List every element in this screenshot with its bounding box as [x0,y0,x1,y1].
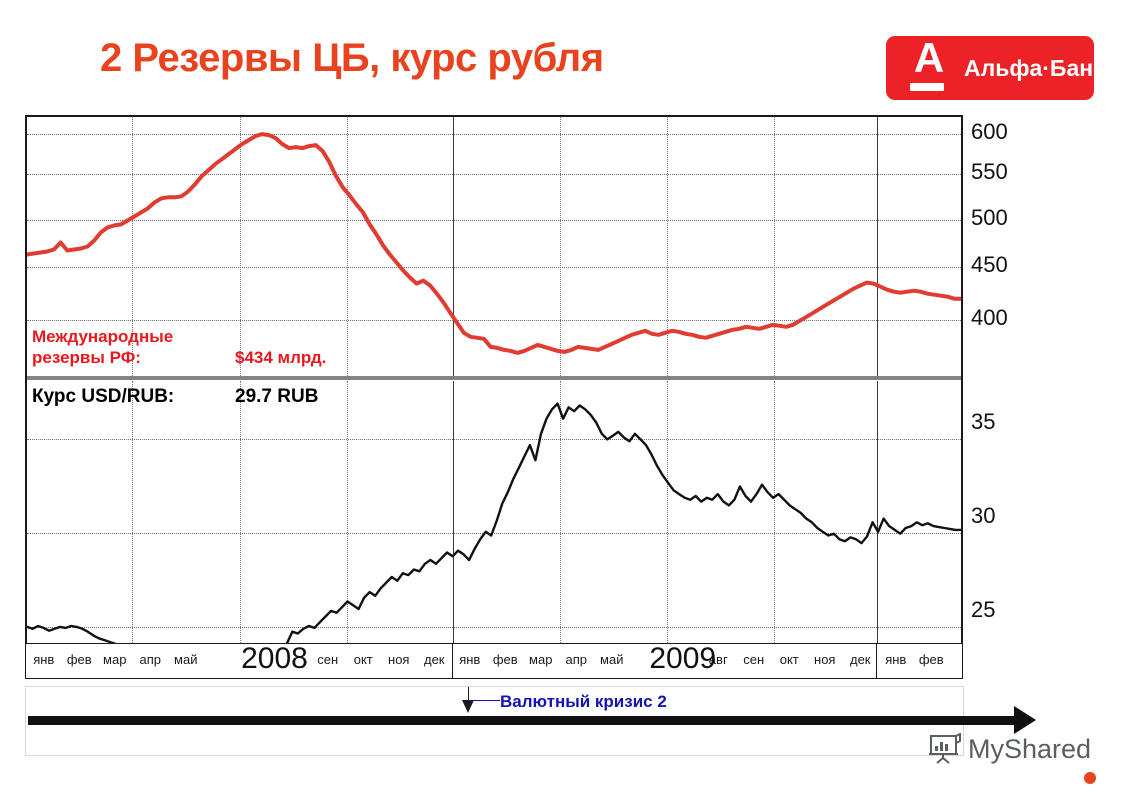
gridline-fx-2009-q2 [560,381,561,675]
year-label-2009: 2009 [649,642,717,675]
gridline-500 [27,220,961,221]
crisis-pointer-stem [468,686,469,702]
ytick-usdrub-30: 30 [971,503,996,528]
gridline-30 [27,533,961,534]
ytick-reserves-450: 450 [971,252,1008,277]
crisis-annotation-label: Валютный кризис 2 [500,692,667,711]
reserves-chart-panel [27,117,961,378]
timeline-arrow-head-icon [1014,706,1036,734]
reserves-callout-label-line2: резервы РФ: [32,348,141,367]
ytick-reserves-600: 600 [971,119,1008,144]
month-tick: дек [849,652,871,667]
year-separator-2010 [877,117,878,378]
usdrub-callout-label: Курс USD/RUB: [32,386,175,407]
usdrub-callout-value: 29.7 RUB [235,386,319,407]
chart-frame [25,115,963,675]
alfa-underline-bar [910,83,944,91]
year-separator-fx-2010 [877,381,878,675]
reserves-callout-label-line1: Международные [32,327,174,346]
reserves-series-line [27,132,961,355]
month-axis: янв фев мар апр май сен окт ноя дек янв фев мар апр м… [25,642,963,679]
year-label-2008: 2008 [241,642,308,675]
month-tick: фев [492,652,518,667]
gridline-600 [27,134,961,135]
axis-year-separator-2010 [876,644,877,678]
month-tick: май [600,652,624,667]
axis-year-separator-2009 [452,644,453,678]
month-tick: янв [459,652,481,667]
month-tick: апр [565,652,588,667]
page-title: 2 Резервы ЦБ, курс рубля [100,36,604,80]
usdrub-series-line [27,402,961,654]
presentation-board-icon [929,733,961,764]
month-tick: апр [139,652,162,667]
reserves-callout: Международные резервы РФ: $434 млрд. [32,326,326,368]
ytick-usdrub-25: 25 [971,597,996,622]
alfa-letter-a: A [913,34,945,81]
gridline-fx-2008-q3 [240,381,241,675]
gridline-25 [27,627,961,628]
gridline-fx-2008-q4 [347,381,348,675]
gridline-fx-2009-q4 [774,381,775,675]
month-tick: сен [317,652,339,667]
month-tick: сен [743,652,765,667]
panel-divider [27,376,961,380]
month-tick: фев [918,652,944,667]
crisis-pointer-arrow-icon [462,700,474,713]
month-tick: окт [779,652,799,667]
page-guide-top [25,686,963,687]
usdrub-callout: Курс USD/RUB: 29.7 RUB [32,386,318,408]
alfa-logo-mark-icon: A [898,34,960,97]
gridline-fx-2008-q2 [132,381,133,675]
month-tick: янв [885,652,907,667]
month-tick: мар [529,652,553,667]
month-tick: окт [353,652,373,667]
alfa-bank-wordmark: Альфа·Банк [964,54,1105,81]
watermark-dot [1084,772,1096,784]
year-separator-2009 [453,117,454,378]
gridline-2008-q3 [240,117,241,378]
myshared-watermark-text: MyShared [968,733,1092,764]
gridline-2008-q4 [347,117,348,378]
usdrub-chart-panel [27,381,961,675]
gridline-550 [27,174,961,175]
gridline-450 [27,267,961,268]
crisis-leader-line [468,700,500,701]
month-tick: мар [103,652,127,667]
alfa-bank-logo: A Альфа·Банк [886,34,1105,100]
month-tick: авг [708,652,728,667]
gridline-2009-q2 [560,117,561,378]
ytick-reserves-500: 500 [971,205,1008,230]
ytick-usdrub-35: 35 [971,409,996,434]
gridline-2008-q2 [132,117,133,378]
month-tick: фев [66,652,92,667]
month-tick: ноя [388,652,410,667]
month-tick: дек [423,652,445,667]
gridline-35 [27,439,961,440]
month-tick: ноя [814,652,836,667]
page-guide-left [25,686,26,756]
gridline-fx-2009-q3 [667,381,668,675]
month-tick: янв [33,652,55,667]
month-tick: май [174,652,198,667]
gridline-2009-q3 [667,117,668,378]
myshared-watermark: MyShared [928,733,1091,765]
year-separator-fx-2009 [453,381,454,675]
page-guide-bottom [25,755,963,756]
reserves-callout-value: $434 млрд. [235,348,327,367]
ytick-reserves-550: 550 [971,159,1008,184]
gridline-400 [27,320,961,321]
ytick-reserves-400: 400 [971,305,1008,330]
gridline-2009-q4 [774,117,775,378]
timeline-arrow-bar [28,716,1018,725]
